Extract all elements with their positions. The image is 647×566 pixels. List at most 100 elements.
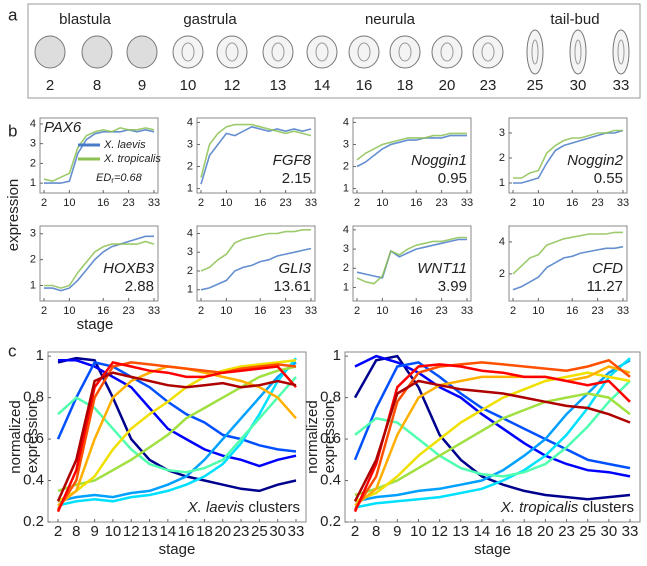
- y-tick-label: 2: [187, 160, 193, 172]
- y-tick-label: 3: [499, 127, 505, 139]
- gene-label: Noggin2: [567, 152, 624, 169]
- embryo: [389, 35, 421, 69]
- embryo: [172, 35, 204, 69]
- x-tick-label: 33: [148, 197, 160, 209]
- y-tick-label: 3: [187, 246, 193, 258]
- ed-label-part: r: [111, 176, 114, 185]
- panel-label: c: [8, 341, 17, 360]
- series-line: [56, 371, 297, 502]
- stage-label: 14: [314, 77, 331, 94]
- x-tick-label: 23: [122, 197, 134, 209]
- series-line: [57, 356, 297, 493]
- embryo-detail: [481, 42, 495, 62]
- x-tick-label: 16: [97, 197, 109, 209]
- gene-label: FGF8: [273, 152, 312, 169]
- x-tick-label: 33: [288, 523, 305, 540]
- series-line: [353, 361, 631, 470]
- x-tick-label: 16: [254, 197, 266, 209]
- y-tick-label: 0.6: [23, 430, 44, 447]
- y-tick-label: 2: [343, 160, 349, 172]
- y-tick-label: 1: [187, 284, 193, 296]
- stage-label: 18: [397, 77, 414, 94]
- series-line: [200, 247, 312, 291]
- series-line: [513, 129, 623, 179]
- y-tick-label: 1: [343, 281, 349, 293]
- x-tick-label: 16: [495, 523, 512, 540]
- legend-label: X. tropicalis: [103, 153, 161, 165]
- chart-title: X. laevis clusters: [187, 499, 300, 516]
- stage-label: 12: [224, 77, 241, 94]
- x-tick-label: 14: [160, 523, 177, 540]
- x-tick-label: 13: [452, 523, 469, 540]
- series-line: [353, 379, 631, 502]
- series-line: [354, 371, 631, 503]
- y-tick-label: 0.8: [23, 389, 44, 406]
- ed-label: EDr=0.68: [96, 172, 143, 185]
- y-tick-label: 2: [343, 262, 349, 274]
- x-tick-label: 16: [566, 197, 578, 209]
- embryo-detail: [440, 42, 454, 62]
- x-tick-label: 8: [72, 523, 80, 540]
- stage-label: 16: [356, 77, 373, 94]
- series-line: [356, 134, 467, 168]
- series-line: [44, 235, 154, 292]
- x-tick-label: 16: [410, 305, 422, 317]
- y-tick-label: 0.6: [320, 430, 341, 447]
- embryo-detail: [531, 39, 539, 65]
- stage-label: 23: [480, 77, 497, 94]
- y-tick-label: 3: [187, 138, 193, 150]
- phase-label: gastrula: [183, 11, 237, 28]
- embryo: [34, 35, 66, 69]
- y-tick-label: 2: [499, 152, 505, 164]
- x-tick-label: 33: [617, 197, 629, 209]
- stage-box: [27, 3, 641, 99]
- chart-title-part: clusters: [582, 499, 634, 516]
- x-tick-label: 23: [435, 197, 447, 209]
- embryo-detail: [271, 42, 285, 62]
- series-line: [354, 380, 631, 478]
- embryo: [126, 35, 158, 69]
- x-tick-label: 10: [532, 305, 544, 317]
- embryo-detail: [181, 42, 195, 62]
- x-tick-label: 2: [354, 305, 360, 317]
- stage-label: 9: [138, 77, 146, 94]
- chart-title-part: clusters: [248, 499, 300, 516]
- gene-label: Noggin1: [411, 152, 467, 169]
- x-tick-label: 33: [461, 305, 473, 317]
- x-tick-label: 2: [510, 197, 516, 209]
- x-tick-label: 10: [532, 197, 544, 209]
- series-line: [353, 363, 631, 513]
- embryo: [526, 29, 544, 75]
- y-tick-label: 1: [187, 182, 193, 194]
- stage-label: 13: [270, 77, 287, 94]
- x-tick-label: 16: [254, 305, 266, 317]
- x-tick-label: 2: [54, 523, 62, 540]
- stage-label: 20: [439, 77, 456, 94]
- series-line: [200, 229, 311, 272]
- x-tick-label: 23: [279, 197, 291, 209]
- y-axis-label: expression: [321, 401, 338, 474]
- y-tick-label: 4: [343, 116, 349, 128]
- x-tick-label: 2: [510, 305, 516, 317]
- x-tick-label: 10: [63, 197, 75, 209]
- series-line: [354, 392, 631, 497]
- y-tick-label: 2: [499, 268, 505, 280]
- ed-value: 2.15: [282, 170, 311, 187]
- x-tick-label: 23: [279, 305, 291, 317]
- x-tick-label: 2: [354, 197, 360, 209]
- x-tick-label: 2: [198, 197, 204, 209]
- series-line: [356, 132, 467, 161]
- x-tick-label: 23: [591, 305, 603, 317]
- ed-value: 13.61: [273, 278, 311, 295]
- gene-label: CFD: [592, 260, 623, 277]
- series-line: [57, 359, 297, 503]
- phase-label: neurula: [365, 11, 416, 28]
- y-axis-label: expression: [5, 179, 22, 252]
- x-tick-label: 8: [372, 523, 380, 540]
- x-tick-label: 10: [376, 305, 388, 317]
- series-line: [57, 376, 297, 474]
- y-tick-label: 3: [343, 138, 349, 150]
- stage-label: 2: [46, 77, 54, 94]
- x-tick-label: 33: [622, 523, 639, 540]
